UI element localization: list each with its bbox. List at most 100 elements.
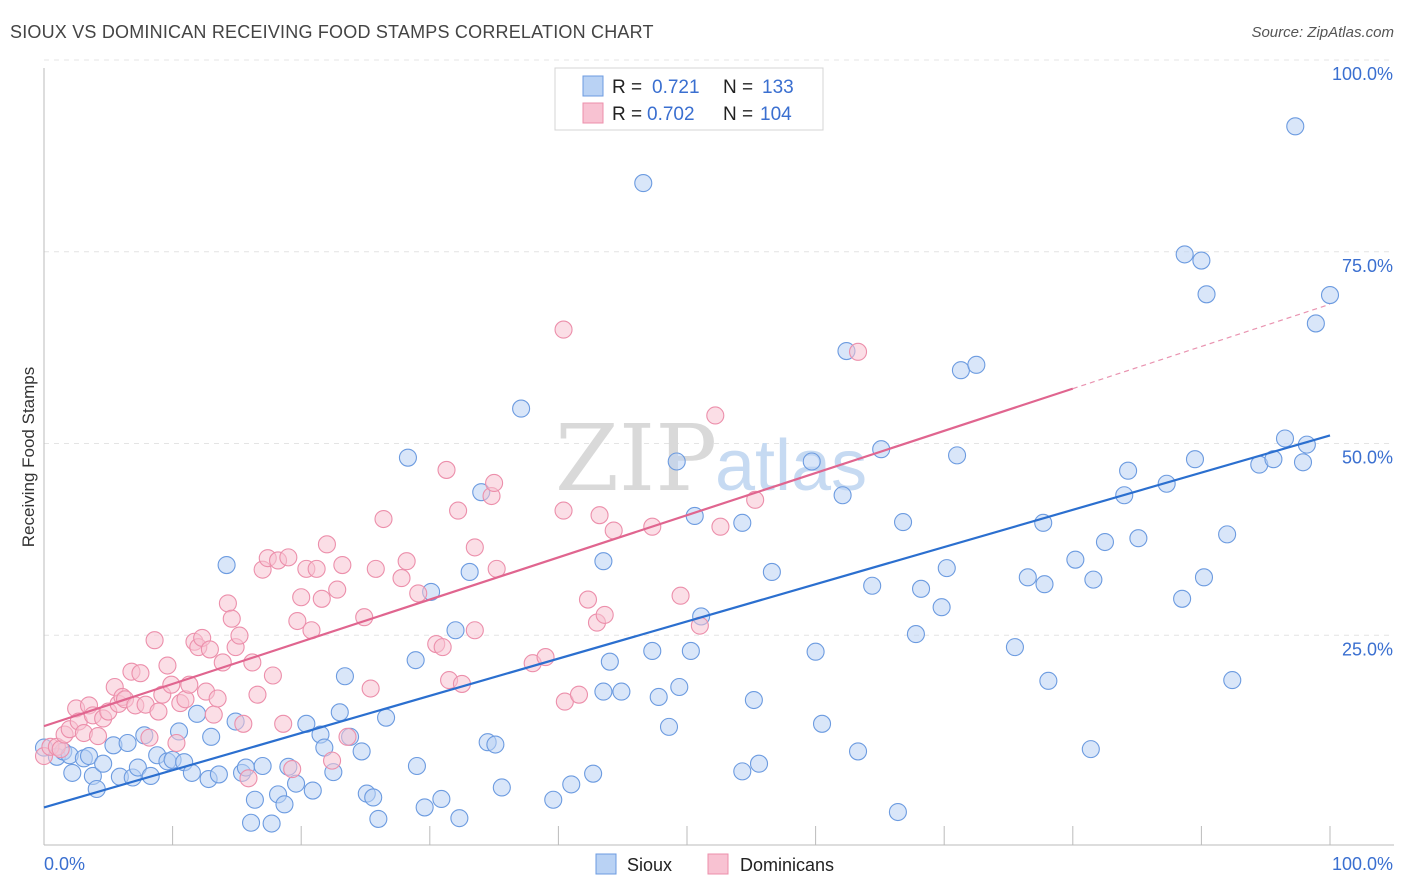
point-sioux: [1218, 525, 1237, 544]
point-sioux: [1320, 286, 1340, 305]
point-sioux: [562, 775, 581, 794]
point-sioux: [1275, 429, 1295, 448]
point-sioux: [932, 598, 951, 617]
legend-label-sioux: Sioux: [627, 855, 672, 875]
point-sioux: [352, 742, 371, 761]
point-sioux: [1084, 570, 1103, 589]
point-sioux: [733, 513, 752, 532]
point-sioux: [584, 764, 603, 783]
point-dominicans: [706, 406, 725, 425]
point-sioux: [749, 754, 769, 773]
point-sioux: [217, 555, 236, 575]
point-sioux: [733, 762, 752, 781]
point-sioux: [512, 399, 531, 418]
point-dominicans: [711, 517, 730, 536]
point-sioux: [335, 667, 354, 686]
point-dominicans: [671, 586, 690, 605]
point-sioux: [460, 562, 479, 581]
point-dominicans: [200, 640, 219, 659]
point-dominicans: [437, 460, 456, 479]
y-tick-label: 25.0%: [1342, 639, 1393, 659]
point-sioux: [744, 690, 763, 710]
stats-swatch-dominicans: [582, 102, 604, 124]
point-sioux: [948, 446, 967, 465]
data-points: [34, 117, 1340, 833]
point-sioux: [1194, 568, 1214, 587]
point-sioux: [202, 727, 221, 746]
point-dominicans: [848, 342, 868, 361]
point-sioux: [951, 361, 970, 380]
point-sioux: [863, 576, 882, 595]
point-sioux: [187, 704, 207, 723]
point-sioux: [446, 621, 465, 640]
point-sioux: [594, 552, 613, 571]
point-sioux: [1293, 453, 1313, 472]
point-dominicans: [279, 548, 298, 567]
point-dominicans: [263, 666, 282, 685]
point-sioux: [937, 559, 956, 578]
tick-labels: 25.0% 50.0% 75.0% 100.0% 0.0% 100.0%: [44, 64, 1393, 874]
point-sioux: [906, 625, 925, 644]
point-dominicans: [317, 535, 336, 554]
point-dominicans: [485, 473, 504, 493]
point-dominicans: [222, 609, 241, 628]
chart-title: SIOUX VS DOMINICAN RECEIVING FOOD STAMPS…: [10, 22, 654, 42]
point-dominicans: [248, 685, 267, 704]
trend-line-sioux: [43, 434, 1331, 809]
point-sioux: [330, 703, 349, 722]
point-sioux: [667, 452, 686, 471]
point-dominicans: [338, 727, 357, 746]
legend-swatch-dominicans: [707, 853, 729, 875]
point-dominicans: [158, 656, 177, 675]
point-dominicans: [307, 559, 326, 578]
point-sioux: [63, 763, 82, 782]
point-sioux: [1175, 245, 1194, 264]
point-dominicans: [204, 705, 223, 724]
stats-box: R = 0.721 N = 133 R = 0.702 N = 104: [554, 67, 824, 131]
point-sioux: [1066, 550, 1085, 569]
point-dominicans: [292, 588, 311, 607]
point-dominicans: [465, 538, 484, 557]
point-dominicans: [230, 626, 249, 645]
y-tick-label: 100.0%: [1332, 64, 1393, 84]
point-sioux: [486, 735, 505, 754]
point-sioux: [670, 677, 689, 697]
point-sioux: [1223, 671, 1242, 690]
point-sioux: [833, 486, 852, 505]
point-sioux: [600, 652, 619, 671]
point-dominicans: [328, 580, 347, 599]
trend-lines: [43, 303, 1331, 809]
point-sioux: [1173, 589, 1192, 608]
point-sioux: [1286, 117, 1305, 136]
point-sioux: [594, 682, 613, 701]
point-sioux: [806, 642, 825, 661]
point-sioux: [245, 790, 264, 809]
legend-swatch-sioux: [595, 853, 617, 875]
point-sioux: [369, 809, 388, 828]
point-sioux: [967, 355, 986, 374]
point-dominicans: [595, 605, 614, 624]
point-dominicans: [323, 751, 342, 770]
legend-label-dominicans: Dominicans: [740, 855, 834, 875]
axes: [43, 68, 1394, 846]
point-sioux: [1095, 532, 1114, 552]
point-sioux: [1185, 450, 1205, 469]
point-dominicans: [554, 320, 573, 339]
legend: Sioux Dominicans: [595, 853, 834, 875]
point-sioux: [893, 513, 913, 532]
point-sioux: [262, 814, 281, 833]
point-sioux: [303, 781, 322, 800]
x-tick-label: 0.0%: [44, 854, 85, 874]
point-dominicans: [208, 689, 227, 708]
point-sioux: [275, 795, 294, 814]
point-dominicans: [578, 590, 598, 609]
point-sioux: [762, 562, 781, 581]
point-sioux: [1119, 461, 1138, 480]
point-sioux: [1129, 529, 1148, 548]
point-sioux: [415, 798, 434, 817]
point-dominicans: [590, 506, 609, 525]
point-dominicans: [746, 490, 765, 509]
point-dominicans: [569, 685, 589, 704]
point-dominicans: [374, 509, 393, 529]
